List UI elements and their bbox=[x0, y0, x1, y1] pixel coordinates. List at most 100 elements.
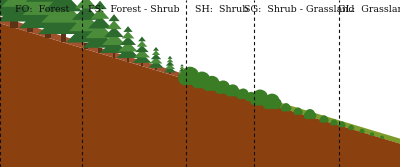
Circle shape bbox=[245, 95, 252, 101]
Circle shape bbox=[191, 76, 204, 89]
Polygon shape bbox=[69, 14, 103, 31]
Text: SG:  Shrub - Grassland: SG: Shrub - Grassland bbox=[244, 5, 354, 14]
Polygon shape bbox=[38, 9, 88, 34]
Polygon shape bbox=[180, 66, 184, 69]
Circle shape bbox=[339, 121, 345, 127]
Polygon shape bbox=[168, 56, 172, 59]
Circle shape bbox=[262, 98, 273, 109]
Polygon shape bbox=[106, 20, 122, 29]
Polygon shape bbox=[153, 47, 159, 51]
Polygon shape bbox=[178, 72, 186, 77]
Polygon shape bbox=[184, 74, 400, 144]
Polygon shape bbox=[132, 53, 152, 63]
Circle shape bbox=[342, 123, 346, 127]
Circle shape bbox=[250, 95, 257, 101]
Circle shape bbox=[194, 72, 210, 88]
Circle shape bbox=[360, 129, 364, 133]
Circle shape bbox=[202, 80, 213, 91]
Polygon shape bbox=[83, 31, 117, 48]
Polygon shape bbox=[122, 31, 134, 38]
Circle shape bbox=[370, 134, 372, 136]
Polygon shape bbox=[0, 16, 400, 144]
Polygon shape bbox=[151, 54, 161, 59]
Circle shape bbox=[250, 94, 261, 106]
Circle shape bbox=[211, 80, 222, 91]
Circle shape bbox=[349, 125, 354, 130]
Circle shape bbox=[188, 72, 202, 85]
Circle shape bbox=[285, 106, 291, 112]
Circle shape bbox=[178, 72, 192, 85]
Polygon shape bbox=[86, 23, 114, 38]
Polygon shape bbox=[148, 60, 164, 68]
Circle shape bbox=[305, 109, 315, 119]
Circle shape bbox=[380, 137, 382, 139]
Polygon shape bbox=[123, 26, 133, 32]
Circle shape bbox=[319, 117, 325, 123]
Polygon shape bbox=[108, 14, 120, 21]
Polygon shape bbox=[93, 1, 107, 9]
Circle shape bbox=[281, 106, 287, 112]
Bar bbox=[169, 72, 171, 74]
Circle shape bbox=[304, 112, 311, 119]
Circle shape bbox=[323, 117, 329, 123]
Circle shape bbox=[200, 76, 213, 89]
Polygon shape bbox=[116, 46, 140, 58]
Polygon shape bbox=[44, 0, 82, 11]
Circle shape bbox=[372, 134, 374, 136]
Circle shape bbox=[246, 92, 256, 101]
Polygon shape bbox=[72, 5, 100, 20]
Circle shape bbox=[232, 88, 240, 97]
Circle shape bbox=[225, 88, 234, 97]
Circle shape bbox=[282, 103, 290, 111]
Circle shape bbox=[264, 94, 280, 109]
Bar bbox=[61, 34, 66, 42]
Polygon shape bbox=[75, 0, 97, 9]
Circle shape bbox=[204, 76, 220, 91]
Polygon shape bbox=[164, 66, 176, 72]
Circle shape bbox=[181, 67, 199, 85]
Polygon shape bbox=[179, 68, 185, 71]
Polygon shape bbox=[166, 61, 174, 66]
Circle shape bbox=[216, 80, 230, 94]
Polygon shape bbox=[135, 45, 149, 52]
Circle shape bbox=[236, 92, 244, 99]
Circle shape bbox=[351, 127, 354, 130]
Bar bbox=[112, 53, 116, 58]
Circle shape bbox=[338, 123, 342, 127]
Bar bbox=[45, 28, 51, 38]
Circle shape bbox=[294, 107, 302, 115]
Text: FS:  Forest - Shrub: FS: Forest - Shrub bbox=[88, 5, 180, 14]
Polygon shape bbox=[91, 8, 109, 19]
Circle shape bbox=[331, 119, 337, 125]
Bar bbox=[155, 68, 157, 70]
Circle shape bbox=[362, 130, 365, 133]
Polygon shape bbox=[167, 58, 173, 62]
Bar bbox=[10, 16, 18, 28]
Polygon shape bbox=[138, 37, 146, 41]
Circle shape bbox=[252, 90, 268, 106]
Circle shape bbox=[271, 98, 282, 109]
Polygon shape bbox=[1, 0, 59, 7]
Circle shape bbox=[382, 137, 384, 139]
Circle shape bbox=[359, 130, 362, 133]
Polygon shape bbox=[118, 41, 138, 51]
Bar bbox=[141, 63, 143, 66]
Polygon shape bbox=[165, 64, 175, 69]
Bar bbox=[27, 22, 33, 32]
Polygon shape bbox=[100, 39, 128, 53]
Bar bbox=[127, 58, 129, 62]
Circle shape bbox=[348, 127, 351, 130]
Circle shape bbox=[334, 121, 338, 125]
Polygon shape bbox=[0, 0, 49, 16]
Polygon shape bbox=[120, 36, 136, 45]
Polygon shape bbox=[137, 41, 147, 47]
Polygon shape bbox=[134, 49, 150, 57]
Circle shape bbox=[380, 136, 384, 139]
Circle shape bbox=[259, 94, 270, 106]
Text: FO:  Forest: FO: Forest bbox=[15, 5, 69, 14]
Text: GL:  Grassland: GL: Grassland bbox=[338, 5, 400, 14]
Bar bbox=[98, 48, 102, 53]
Polygon shape bbox=[22, 0, 74, 15]
Polygon shape bbox=[178, 70, 186, 74]
Circle shape bbox=[215, 84, 224, 94]
